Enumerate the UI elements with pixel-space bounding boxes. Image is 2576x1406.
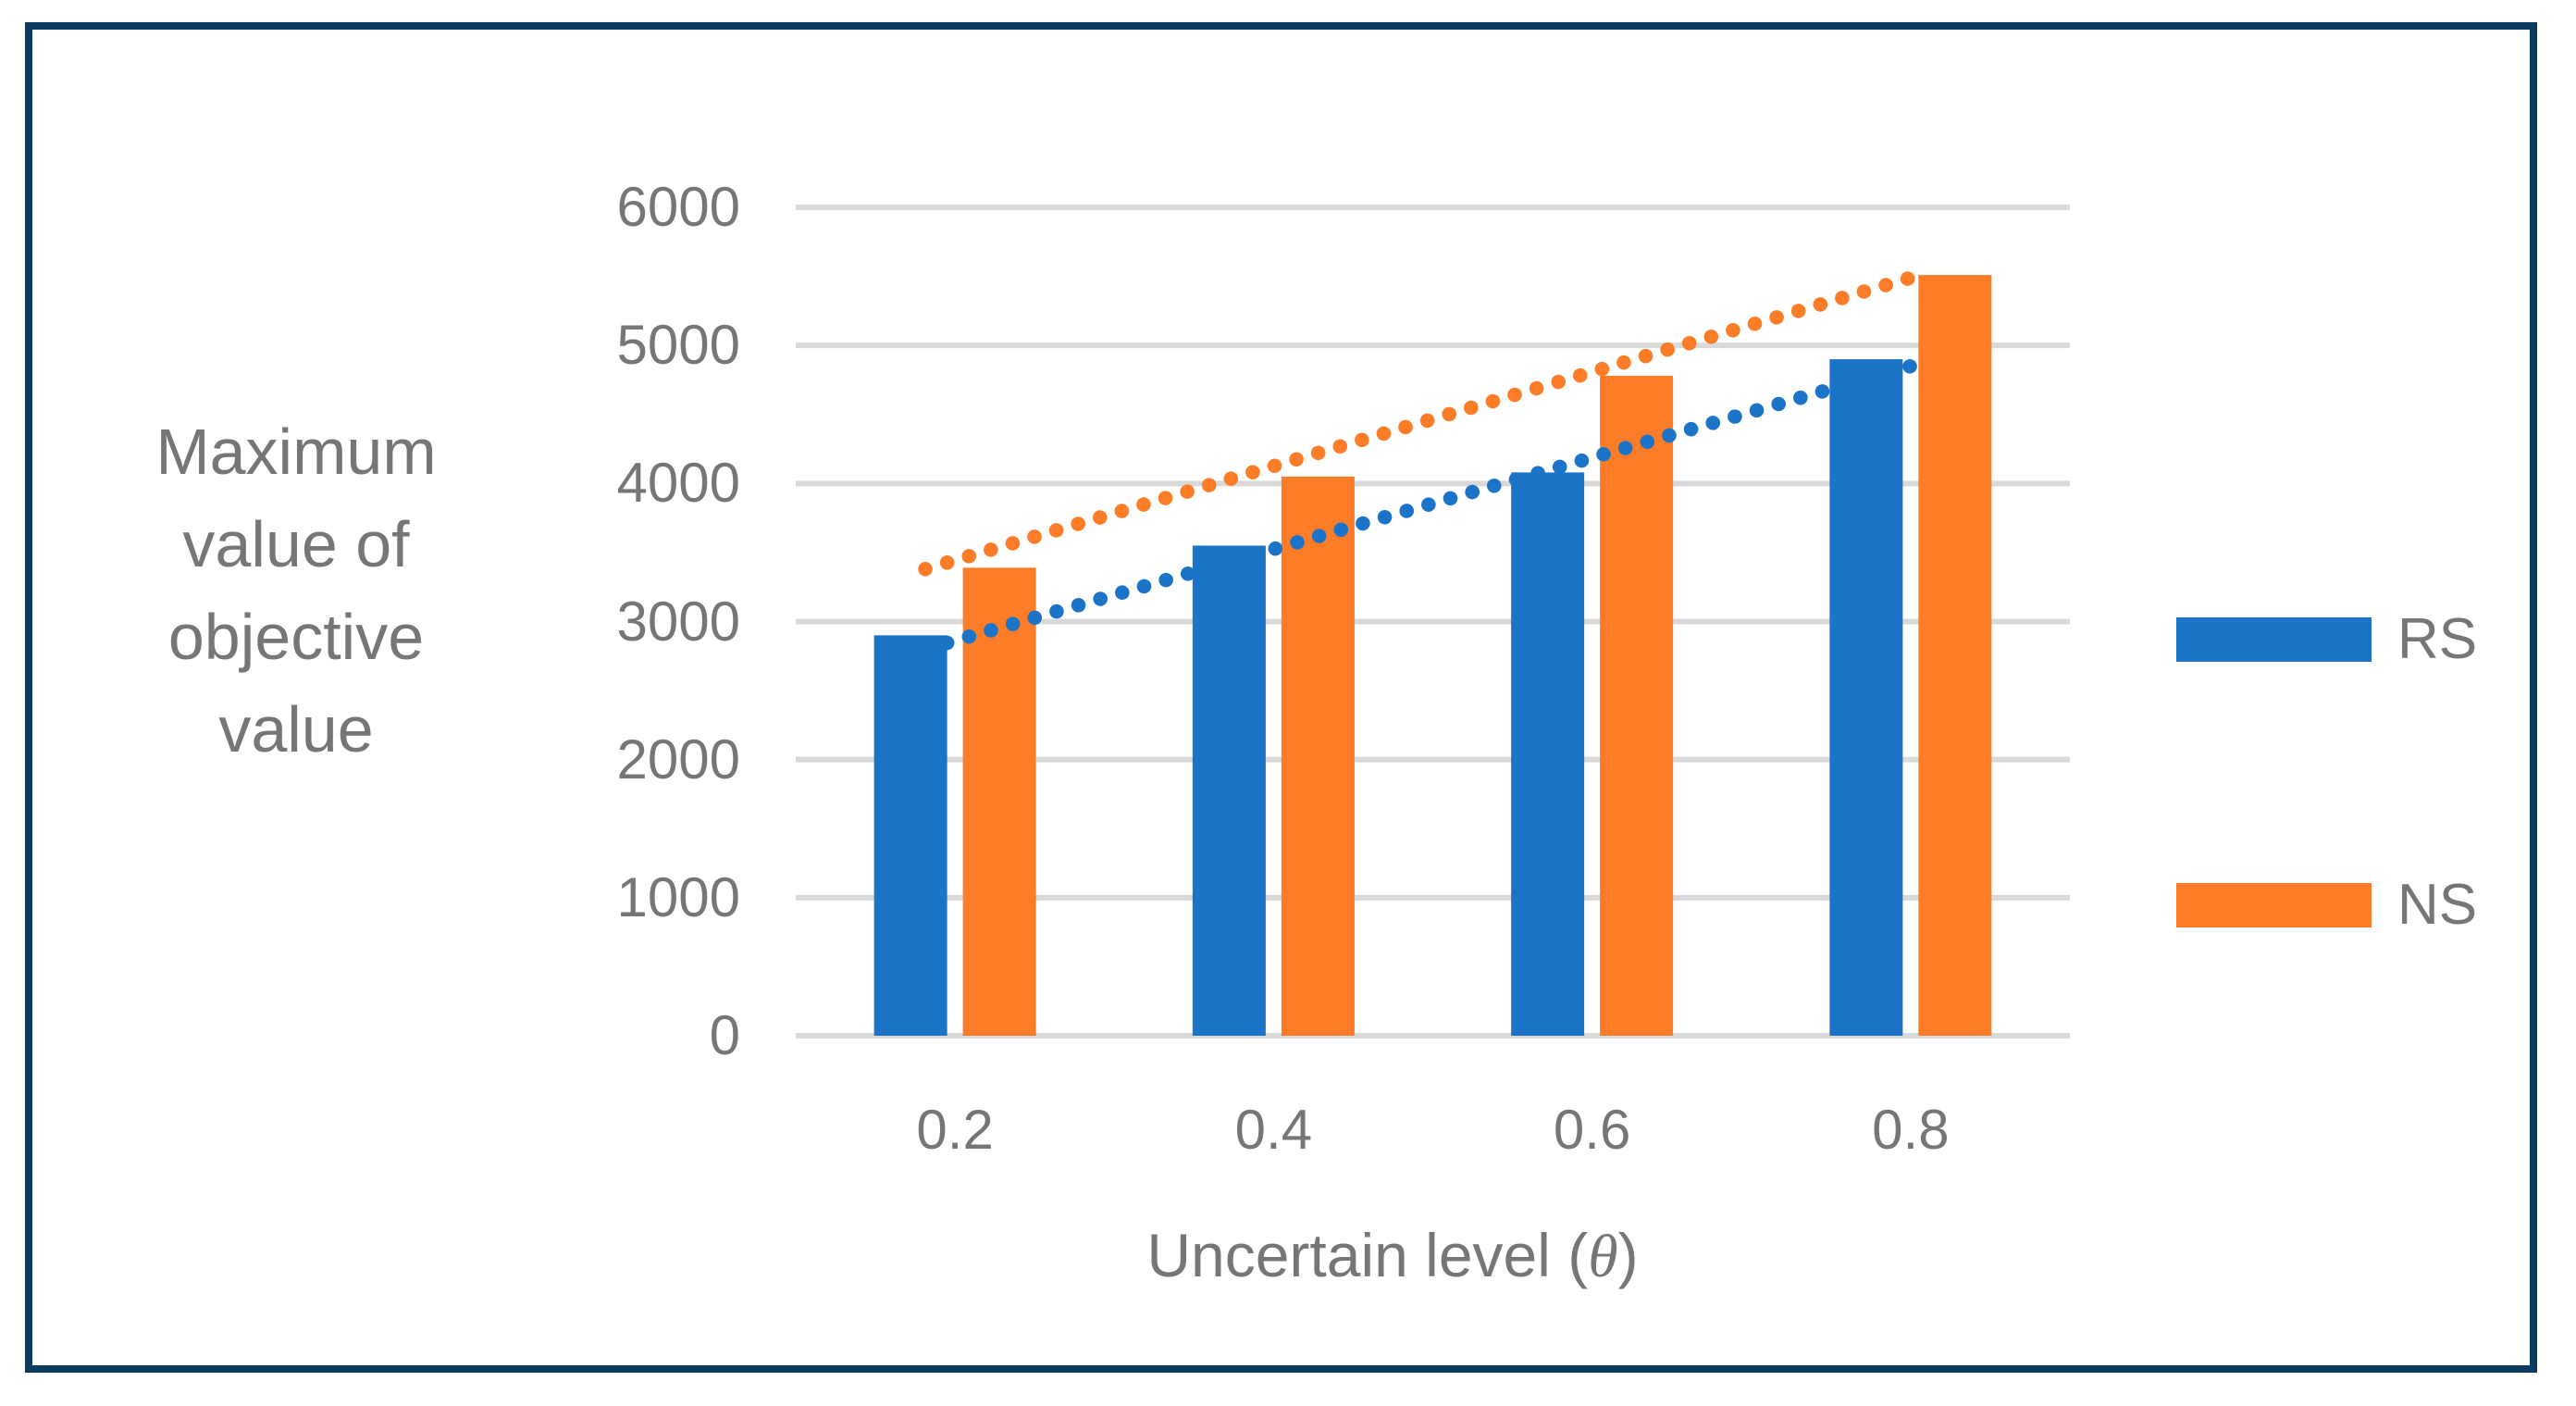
x-axis-title-closing: ) [1617, 1221, 1639, 1289]
x-axis-title-text: Uncertain level ( [1146, 1221, 1589, 1289]
x-tick-label-0.6: 0.6 [1553, 1099, 1631, 1161]
theta-symbol: θ [1588, 1223, 1618, 1290]
y-tick-label-4000: 4000 [616, 452, 740, 515]
legend-label-rs: RS [2397, 607, 2478, 671]
bar-ns-0.4 [1281, 476, 1355, 1036]
bar-rs-0.6 [1511, 472, 1585, 1036]
y-tick-label-1000: 1000 [616, 865, 740, 928]
y-tick-label-2000: 2000 [616, 728, 740, 790]
legend-swatch-rs [2176, 617, 2372, 662]
y-axis-title: Maximum value of objective value [102, 405, 490, 776]
figure-border [25, 22, 2537, 1373]
y-axis-title-line: Maximum [155, 416, 437, 488]
y-axis-title-line: objective [167, 601, 425, 673]
legend-swatch-ns [2176, 883, 2372, 927]
bar-ns-0.2 [962, 567, 1036, 1036]
x-axis-title: Uncertain level (θ) [757, 1218, 2028, 1294]
legend-item-ns: NS [2176, 872, 2477, 939]
bar-rs-0.4 [1192, 545, 1266, 1036]
y-axis-title-line: value of [182, 508, 410, 580]
trendline-rs [918, 358, 1918, 657]
y-tick-label-5000: 5000 [616, 314, 740, 377]
x-tick-label-0.2: 0.2 [916, 1099, 994, 1161]
y-axis-title-line: value [218, 693, 374, 765]
y-tick-label-6000: 6000 [616, 176, 740, 238]
y-tick-label-3000: 3000 [616, 590, 740, 653]
x-tick-label-0.4: 0.4 [1234, 1099, 1313, 1161]
trendline-ns [918, 270, 1918, 577]
y-tick-label-0: 0 [709, 1004, 740, 1066]
bar-rs-0.2 [873, 635, 947, 1036]
bar-rs-0.8 [1829, 359, 1903, 1036]
bar-ns-0.8 [1918, 275, 1992, 1036]
x-tick-label-0.8: 0.8 [1872, 1099, 1950, 1161]
bar-ns-0.6 [1600, 375, 1674, 1036]
legend-label-ns: NS [2397, 873, 2478, 937]
legend-item-rs: RS [2176, 606, 2477, 673]
